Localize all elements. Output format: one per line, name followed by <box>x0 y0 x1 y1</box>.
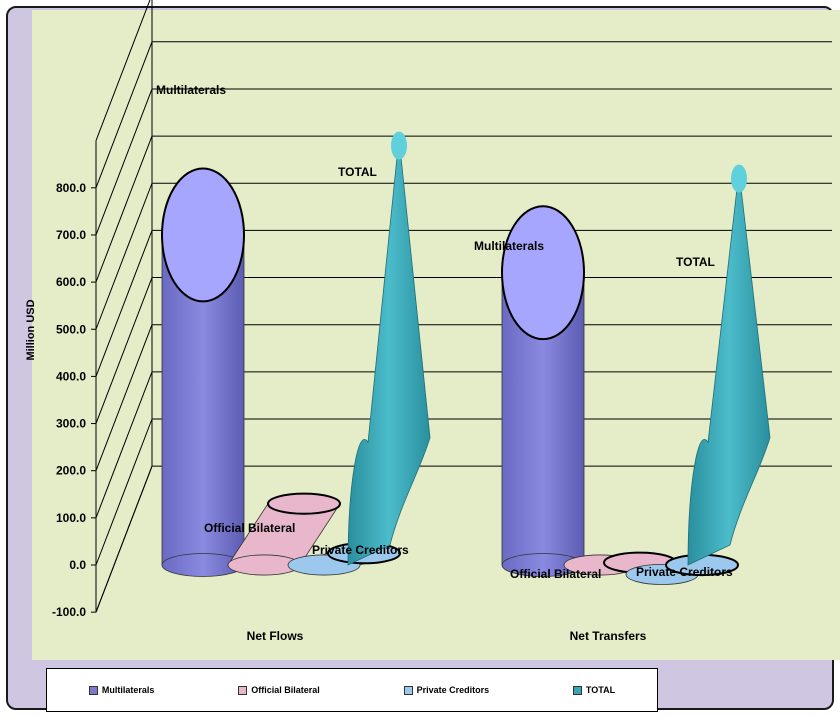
gridline-side <box>95 418 153 566</box>
chart-marks: Multilaterals Official Bilateral Private C… <box>156 83 771 585</box>
bar-official-bilateral-net-flows-top <box>267 492 341 515</box>
legend-item: Private Creditors <box>403 685 490 695</box>
y-axis-label: Million USD <box>25 299 37 360</box>
y-tick-label: -100.0 <box>52 605 86 619</box>
bar-total-net-flows <box>347 137 431 566</box>
data-label: Multilaterals <box>474 239 544 253</box>
gridline-side <box>95 277 153 424</box>
x-category-label: Net Flows <box>247 629 304 643</box>
legend-swatch <box>572 685 582 695</box>
gridline-side <box>95 230 153 377</box>
y-tick-label: 0.0 <box>69 558 86 572</box>
legend-label: Multilaterals <box>101 685 155 695</box>
legend-swatch <box>403 685 413 695</box>
y-tick-label: 200.0 <box>56 464 86 478</box>
legend-swatch <box>238 685 248 695</box>
y-tick-label: 700.0 <box>56 228 86 242</box>
gridline-side <box>95 183 153 330</box>
x-axis-categories: Net Flows Net Transfers <box>247 629 647 643</box>
gridline-side <box>95 324 153 471</box>
y-axis-ticks: -100.0 0.0 100.0 200.0 300.0 400.0 500.0 600.0 7… <box>52 181 96 619</box>
legend-swatch <box>88 685 98 695</box>
x-category-label: Net Transfers <box>570 629 647 643</box>
y-tick-label: 800.0 <box>56 181 86 195</box>
data-label: Official Bilateral <box>510 567 601 581</box>
data-label: TOTAL <box>676 255 715 269</box>
legend-label: Official Bilateral <box>251 685 320 695</box>
legend-label: Private Creditors <box>416 685 490 695</box>
gridline-side <box>95 41 153 188</box>
legend: Multilaterals Official Bilateral Private C… <box>46 668 658 712</box>
bar-total-net-transfers-top <box>731 164 747 193</box>
bar-total-net-flows-top <box>391 131 407 160</box>
data-label: Private Creditors <box>312 543 409 557</box>
bar-multilaterals-net-transfers-top <box>501 205 585 341</box>
legend-label: TOTAL <box>585 685 616 695</box>
gridline-side <box>95 0 151 141</box>
data-label: Multilaterals <box>156 83 226 97</box>
legend-item: Official Bilateral <box>238 685 320 695</box>
gridline-side <box>95 135 153 283</box>
legend-item: TOTAL <box>572 685 616 695</box>
data-label: TOTAL <box>338 165 377 179</box>
bar-total-net-transfers <box>687 170 771 566</box>
gridline-side <box>95 88 153 236</box>
y-tick-label: 600.0 <box>56 275 86 289</box>
y-tick-label: 100.0 <box>56 511 86 525</box>
gridline-side <box>95 371 153 519</box>
legend-item: Multilaterals <box>88 685 155 695</box>
y-tick-label: 500.0 <box>56 322 86 336</box>
y-tick-label: 300.0 <box>56 417 86 431</box>
data-label: Private Creditors <box>636 565 733 579</box>
y-tick-label: 400.0 <box>56 369 86 383</box>
data-label: Official Bilateral <box>204 521 295 535</box>
floor-edge <box>95 465 153 613</box>
bar-multilaterals-net-flows-top <box>161 167 245 303</box>
